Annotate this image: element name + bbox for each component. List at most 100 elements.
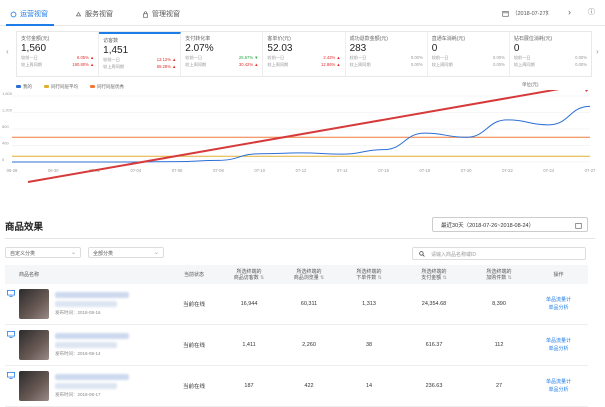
cart-cell: 27	[495, 383, 503, 389]
metric-compare-week: 较上周同期 12.86% ▲	[267, 62, 341, 67]
metric-compare-week: 较上周同期 190.80% ▲	[21, 62, 95, 67]
x-tick-label: 07-10	[254, 168, 265, 173]
operation-cell: 单品流量计 单品分析	[529, 296, 588, 312]
metric-label: 钻石展位消耗(元)	[513, 36, 553, 42]
x-tick-label: 07-16	[378, 168, 389, 173]
calendar-icon	[502, 10, 509, 17]
metric-value: 0	[431, 43, 438, 54]
sort-icon: ⇅	[442, 274, 447, 281]
analysis-link[interactable]: 单品分析	[548, 346, 569, 352]
info-icon[interactable]: ⓘ	[588, 9, 595, 16]
trend-chart-svg: 1,6001,200800400006-2806-3007-0207-0407-…	[2, 81, 598, 183]
tab-service[interactable]: 服务视窗	[75, 9, 113, 19]
metric-card[interactable]: 钻石展位消耗(元) 0 较前一日 0.00% 较上周同期 0.00%	[510, 32, 591, 76]
table-row: 发布时间：2018-08-16 当前在线 16,944 60,311 1,313 24,3…	[5, 284, 588, 325]
x-tick-label: 07-04	[130, 168, 141, 173]
status-cell: 当前在线	[182, 343, 205, 349]
operation-cell: 单品流量计 单品分析	[529, 378, 588, 394]
product-title-blurred	[55, 292, 129, 298]
x-tick-label: 07-08	[213, 168, 224, 173]
next-day-icon[interactable]: ›	[568, 7, 571, 17]
chart-legend: 我的 同行同层平均 同行同层优秀	[16, 84, 124, 90]
visitors-cell: 16,944	[240, 301, 258, 307]
metric-compare-day: 较前一日 0.00%	[513, 55, 587, 60]
series-line	[12, 105, 591, 163]
column-header: 操作	[553, 271, 564, 278]
analysis-link[interactable]: 单品分析	[548, 305, 569, 311]
x-tick-label: 07-06	[172, 168, 183, 173]
product-title-blurred	[55, 383, 117, 389]
tab-management[interactable]: 管理视窗	[142, 9, 180, 19]
traffic-link[interactable]: 单品流量计	[545, 338, 571, 344]
metric-card[interactable]: 支付金额(元) 1,560 较前一日 6.05% ▲ 较上周同期 190.80% ▲	[17, 32, 100, 76]
visitors-cell: 187	[244, 383, 254, 389]
orders-cell: 38	[365, 342, 373, 348]
metric-label: 支付转化率	[185, 36, 211, 42]
product-thumbnail[interactable]	[7, 289, 49, 319]
category-filter-all[interactable]: 全部分类 ⌄	[88, 247, 164, 258]
sort-icon: ⇅	[320, 274, 325, 281]
y-tick-label: 1,200	[2, 108, 13, 113]
x-tick-label: 07-18	[419, 168, 430, 173]
legend-item[interactable]: 我的	[16, 84, 32, 90]
column-header[interactable]: 所选终端的 支付金额 ⇅	[421, 268, 447, 281]
column-header[interactable]: 所选终端的 下单件数 ⇅	[356, 268, 382, 281]
column-header[interactable]: 所选终端的 商品浏览量 ⇅	[293, 268, 325, 281]
metrics-prev-icon[interactable]: ‹	[6, 47, 9, 56]
chevron-down-icon: ⌄	[70, 250, 76, 256]
metric-value: 0	[513, 43, 520, 54]
metric-label: 直通车消耗(元)	[431, 36, 466, 42]
metric-compare-day: 较前一日 6.05% ▲	[21, 55, 95, 60]
sort-icon: ⇅	[377, 274, 382, 281]
metric-card[interactable]: 直通车消耗(元) 0 较前一日 0.00% 较上周同期 0.00%	[428, 32, 510, 76]
monitor-icon	[7, 372, 15, 379]
product-cell[interactable]: 发布时间：2018-08-17	[5, 371, 169, 401]
metric-compare-week: 较上周同期 0.00%	[513, 62, 587, 67]
publish-time: 发布时间：2018-08-17	[55, 392, 101, 397]
orders-cell: 1,313	[362, 301, 376, 307]
metric-label: 客单价(元)	[267, 36, 291, 42]
metric-value: 52.03	[267, 43, 293, 54]
chart-unit: 单位(元)	[522, 82, 539, 87]
date-range-select[interactable]: 最近30天（2018-07-26~2018-08-24）	[432, 217, 588, 232]
metric-compare-day: 较前一日 2.42% ▲	[267, 55, 341, 60]
column-header[interactable]: 所选终端的 商品访客数 ⇅	[233, 268, 265, 281]
x-tick-label: 07-14	[337, 168, 348, 173]
views-cell: 422	[304, 383, 314, 389]
product-thumbnail[interactable]	[7, 371, 49, 401]
chevron-down-icon: ⌄	[153, 250, 159, 256]
metric-card[interactable]: 成功退款金额(元) 283 较前一日 0.00% 较上周同期 0.00%	[346, 32, 428, 76]
y-tick-label: 0	[2, 157, 5, 162]
prev-day-icon[interactable]: ‹	[546, 7, 549, 17]
legend-item[interactable]: 同行同层优秀	[90, 84, 124, 90]
product-cell[interactable]: 发布时间：2018-08-16	[5, 289, 169, 319]
metric-value: 1,451	[103, 45, 129, 56]
tab-operations[interactable]: 运营视窗	[10, 9, 48, 19]
metrics-next-icon[interactable]: ›	[596, 47, 599, 56]
metric-compare-week: 较上周同期 0.00%	[349, 62, 423, 67]
metric-card[interactable]: 访客数 1,451 较前一日 13.12% ▲ 较上周同期 68.28% ▲	[99, 32, 182, 76]
metric-card[interactable]: 客单价(元) 52.03 较前一日 2.42% ▲ 较上周同期 12.86% ▲	[263, 32, 346, 76]
metric-card[interactable]: 支付转化率 2.07% 较前一日 26.57% ▼ 较上周同期 30.42% ▲	[181, 32, 264, 76]
operation-cell: 单品流量计 单品分析	[529, 337, 588, 353]
legend-item[interactable]: 同行同层平均	[44, 84, 78, 90]
product-table: 商品名称 当前状态 所选终端的 商品访客数 ⇅ 所选终端的 商品浏览量 ⇅ 所选终端的 下单件…	[5, 265, 588, 407]
product-cell[interactable]: 发布时间：2018-08-14	[5, 330, 169, 360]
product-thumbnail[interactable]	[7, 330, 49, 360]
metric-compare-week: 较上周同期 68.28% ▲	[103, 64, 177, 69]
sort-icon: ⇅	[260, 274, 265, 281]
section-title: 商品效果	[5, 222, 44, 233]
product-search-input[interactable]: 请输入商品名称或ID	[412, 247, 586, 260]
analysis-link[interactable]: 单品分析	[548, 387, 569, 393]
metric-value: 283	[349, 43, 367, 54]
metric-cards: 支付金额(元) 1,560 较前一日 6.05% ▲ 较上周同期 190.80% ▲ 访客数…	[16, 31, 592, 77]
sort-icon: ⇅	[507, 274, 512, 281]
x-tick-label: 07-12	[296, 168, 307, 173]
metric-value: 2.07%	[185, 43, 214, 54]
traffic-link[interactable]: 单品流量计	[545, 297, 571, 303]
date-display[interactable]: （2018-07-27）	[502, 9, 551, 17]
status-cell: 当前在线	[182, 302, 205, 308]
traffic-link[interactable]: 单品流量计	[545, 379, 571, 385]
category-filter-custom[interactable]: 自定义分类 ⌄	[5, 247, 81, 258]
column-header[interactable]: 所选终端的 加购件数 ⇅	[486, 268, 512, 281]
